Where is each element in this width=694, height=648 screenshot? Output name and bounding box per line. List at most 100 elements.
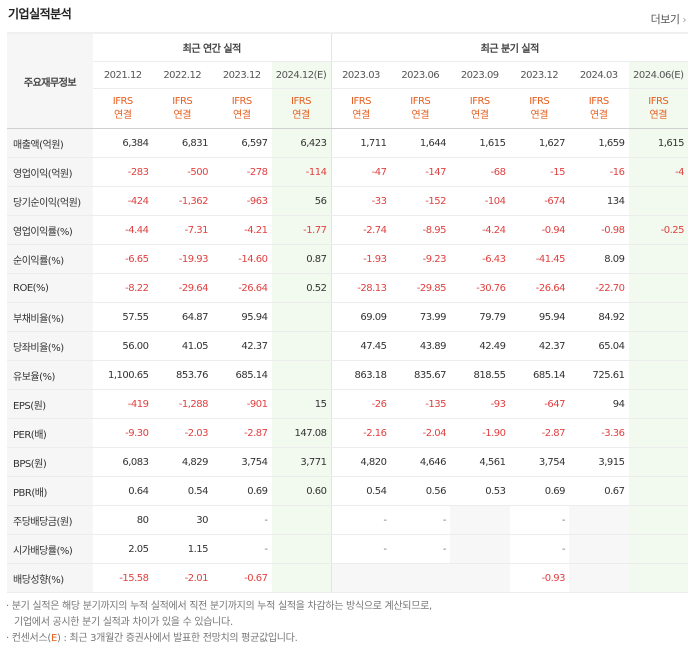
period-header: 2023.12 (212, 61, 272, 89)
table-cell: - (330, 534, 391, 564)
table-cell: 835.67 (390, 360, 450, 390)
more-label: 더보기 (650, 13, 680, 26)
table-cell: -16 (569, 157, 629, 187)
table-cell: 15 (271, 389, 331, 419)
footnote-consensus-e: E (50, 633, 57, 644)
table-cell: -135 (390, 389, 450, 419)
table-cell: 56.00 (93, 331, 153, 361)
table-cell (569, 505, 629, 535)
table-cell: 65.04 (569, 331, 629, 361)
basis-standard: IFRS (410, 95, 431, 107)
table-cell: -9.23 (390, 244, 450, 274)
table-cell: 4,820 (330, 447, 391, 477)
table-cell: -152 (390, 186, 450, 216)
basis-consolidation: 연결 (649, 109, 668, 121)
table-cell (628, 331, 688, 361)
table-row: PBR(배) 0.64 0.54 0.69 0.60 0.54 0.56 0.53 0.69 0.… (7, 476, 688, 506)
period-header: 2023.06 (390, 61, 450, 89)
table-cell: 863.18 (330, 360, 391, 390)
table-cell: -68 (450, 157, 510, 187)
table-cell (271, 563, 331, 593)
table-row: 시가배당률(%) 2.05 1.15- - - - (7, 534, 688, 564)
row-label: 유보율(%) (7, 360, 93, 390)
row-label: BPS(원) (7, 447, 93, 477)
table-cell: 3,771 (271, 447, 331, 477)
table-cell: -0.98 (569, 215, 629, 245)
table-cell: 1,100.65 (93, 360, 153, 390)
table-row: 매출액(억원) 6,384 6,831 6,597 6,423 1,711 1,644 1,6… (7, 128, 688, 158)
table-cell: 147.08 (271, 418, 331, 448)
table-cell: -278 (212, 157, 272, 187)
table-cell: -1.77 (271, 215, 331, 245)
corner-header: 주요재무정보 (7, 32, 93, 129)
basis-standard: IFRS (588, 95, 609, 107)
chevron-right-icon: › (682, 15, 687, 26)
table-cell: -26.64 (212, 273, 272, 303)
basis-standard: IFRS (469, 95, 490, 107)
table-cell: - (212, 534, 272, 564)
table-cell (628, 389, 688, 419)
table-row: EPS(원) -419 -1,288 -901 15 -26 -135 -93 -647 94 (7, 389, 688, 419)
table-cell (628, 302, 688, 332)
table-cell: -647 (509, 389, 569, 419)
table-cell: -2.04 (390, 418, 450, 448)
table-cell: 6,597 (212, 128, 272, 158)
table-cell: 64.87 (152, 302, 212, 332)
table-cell: 42.49 (450, 331, 510, 361)
table-cell (271, 360, 331, 390)
table-cell: -22.70 (569, 273, 629, 303)
table-cell (450, 534, 510, 564)
table-cell: -6.43 (450, 244, 510, 274)
table-row: 영업이익률(%) -4.44 -7.31 -4.21 -1.77 -2.74 -8.95 -4… (7, 215, 688, 245)
row-label: 영업이익(억원) (7, 157, 93, 187)
table-row: 영업이익(억원) -283 -500 -278 -114 -47 -147 -68 -15 -16… (7, 157, 688, 187)
period-header: 2023.12 (509, 61, 569, 89)
footnotes: · 분기 실적은 해당 분기까지의 누적 실적에서 직전 분기까지의 누적 실적… (6, 599, 432, 647)
basis-consolidation: 연결 (530, 109, 549, 121)
table-cell (628, 273, 688, 303)
table-cell: 3,754 (212, 447, 272, 477)
table-cell: -963 (212, 186, 272, 216)
table-row: PER(배) -9.30 -2.03 -2.87 147.08 -2.16 -2.04 -1.… (7, 418, 688, 448)
table-cell: 41.05 (152, 331, 212, 361)
table-cell: 57.55 (93, 302, 153, 332)
table-cell: 0.67 (569, 476, 629, 506)
period-header: 2023.09 (450, 61, 510, 89)
basis-consolidation: 연결 (411, 109, 430, 121)
more-link[interactable]: 더보기 › (650, 11, 687, 27)
table-cell: 1,627 (509, 128, 569, 158)
table-cell: 818.55 (450, 360, 510, 390)
table-cell (628, 505, 688, 535)
table-cell: 0.56 (390, 476, 450, 506)
table-cell: 2.05 (93, 534, 153, 564)
table-cell: 685.14 (509, 360, 569, 390)
row-label: EPS(원) (7, 389, 93, 419)
table-cell: -283 (93, 157, 153, 187)
basis-header: IFRS 연결 (330, 88, 391, 129)
table-cell (450, 563, 510, 593)
table-cell: 6,384 (93, 128, 153, 158)
table-cell: -2.01 (152, 563, 212, 593)
table-cell: 1,644 (390, 128, 450, 158)
basis-consolidation: 연결 (292, 109, 310, 121)
table-cell: 69.09 (330, 302, 391, 332)
table-row: BPS(원) 6,083 4,829 3,754 3,771 4,820 4,646 4,56… (7, 447, 688, 477)
table-cell: - (212, 505, 272, 535)
basis-consolidation: 연결 (352, 109, 370, 121)
table-cell: -26.64 (509, 273, 569, 303)
row-label: 영업이익률(%) (7, 215, 93, 245)
basis-consolidation: 연결 (471, 109, 489, 121)
table-cell: 56 (271, 186, 331, 216)
financial-table: 주요재무정보 최근 연간 실적 최근 분기 실적 2021.12 2022.12 2… (7, 32, 688, 593)
table-cell: 0.60 (271, 476, 331, 506)
table-cell: 47.45 (330, 331, 391, 361)
table-cell: -6.65 (93, 244, 153, 274)
table-cell: 0.64 (93, 476, 153, 506)
table-cell (271, 302, 331, 332)
row-label: 매출액(억원) (7, 128, 93, 158)
table-cell: -2.03 (152, 418, 212, 448)
table-cell: -674 (509, 186, 569, 216)
table-cell (628, 563, 688, 593)
table-cell: -14.60 (212, 244, 272, 274)
table-cell (569, 534, 629, 564)
